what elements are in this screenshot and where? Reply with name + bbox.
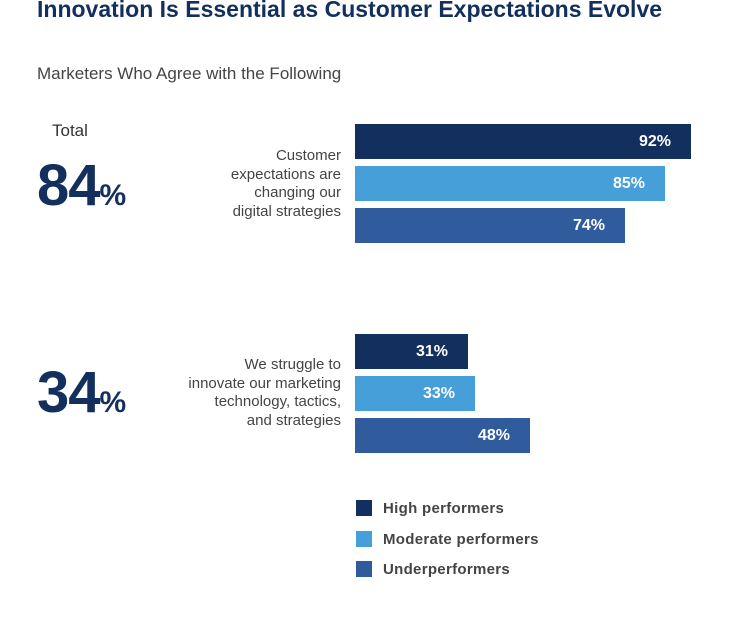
group-2-question: We struggle to innovate our marketing te… bbox=[141, 356, 341, 430]
group-1-question: Customer expectations are changing our d… bbox=[141, 147, 341, 221]
group-1-total-value: 84 bbox=[37, 153, 101, 218]
legend-label-under: Underperformers bbox=[383, 560, 511, 578]
bar-group-1-series-1: 92% bbox=[355, 124, 691, 159]
group-2-question-line: We struggle to bbox=[244, 356, 341, 373]
chart-subtitle: Marketers Who Agree with the Following bbox=[37, 64, 342, 83]
group-1-question-line: expectations are bbox=[230, 165, 341, 183]
legend-item-under: Underperformers bbox=[356, 559, 510, 579]
legend-swatch-high bbox=[356, 500, 372, 516]
legend-item-high: High performers bbox=[356, 498, 504, 518]
group-1-question-line: Customer bbox=[275, 147, 341, 164]
bar-value-label: 92% bbox=[638, 132, 671, 150]
bar-value-label: 33% bbox=[422, 384, 455, 402]
legend-label-moderate: Moderate performers bbox=[383, 530, 539, 548]
bar-value-label: 48% bbox=[477, 426, 510, 444]
bar-group-2-series-1: 31% bbox=[355, 334, 468, 369]
bar-value-label: 85% bbox=[612, 174, 645, 192]
group-1-total-unit: % bbox=[99, 179, 127, 212]
legend-item-moderate: Moderate performers bbox=[356, 529, 539, 549]
bar-value-label: 74% bbox=[572, 216, 605, 234]
bar-value-label: 31% bbox=[415, 342, 448, 360]
legend-label-high: High performers bbox=[383, 499, 505, 517]
group-2-question-line: innovate our marketing bbox=[188, 374, 341, 392]
bar-group-1-series-2: 85% bbox=[355, 166, 665, 201]
total-label: Total bbox=[52, 121, 88, 140]
bar-group-2-series-2: 33% bbox=[355, 376, 475, 411]
group-2-question-line: and strategies bbox=[246, 411, 341, 429]
bar-group-1-series-3: 74% bbox=[355, 208, 625, 243]
chart-title: Innovation Is Essential as Customer Expe… bbox=[37, 0, 663, 22]
group-1-question-line: digital strategies bbox=[232, 202, 341, 220]
legend-swatch-moderate bbox=[356, 531, 372, 547]
group-1-question-line: changing our bbox=[254, 184, 341, 201]
group-1-total-stat: 84% bbox=[37, 156, 126, 226]
group-2-question-line: technology, tactics, bbox=[214, 393, 341, 410]
legend-swatch-under bbox=[356, 561, 372, 577]
group-2-total-value: 34 bbox=[37, 360, 101, 425]
group-2-total-stat: 34% bbox=[37, 363, 126, 433]
bar-group-2-series-3: 48% bbox=[355, 418, 530, 453]
group-2-total-unit: % bbox=[99, 386, 127, 419]
